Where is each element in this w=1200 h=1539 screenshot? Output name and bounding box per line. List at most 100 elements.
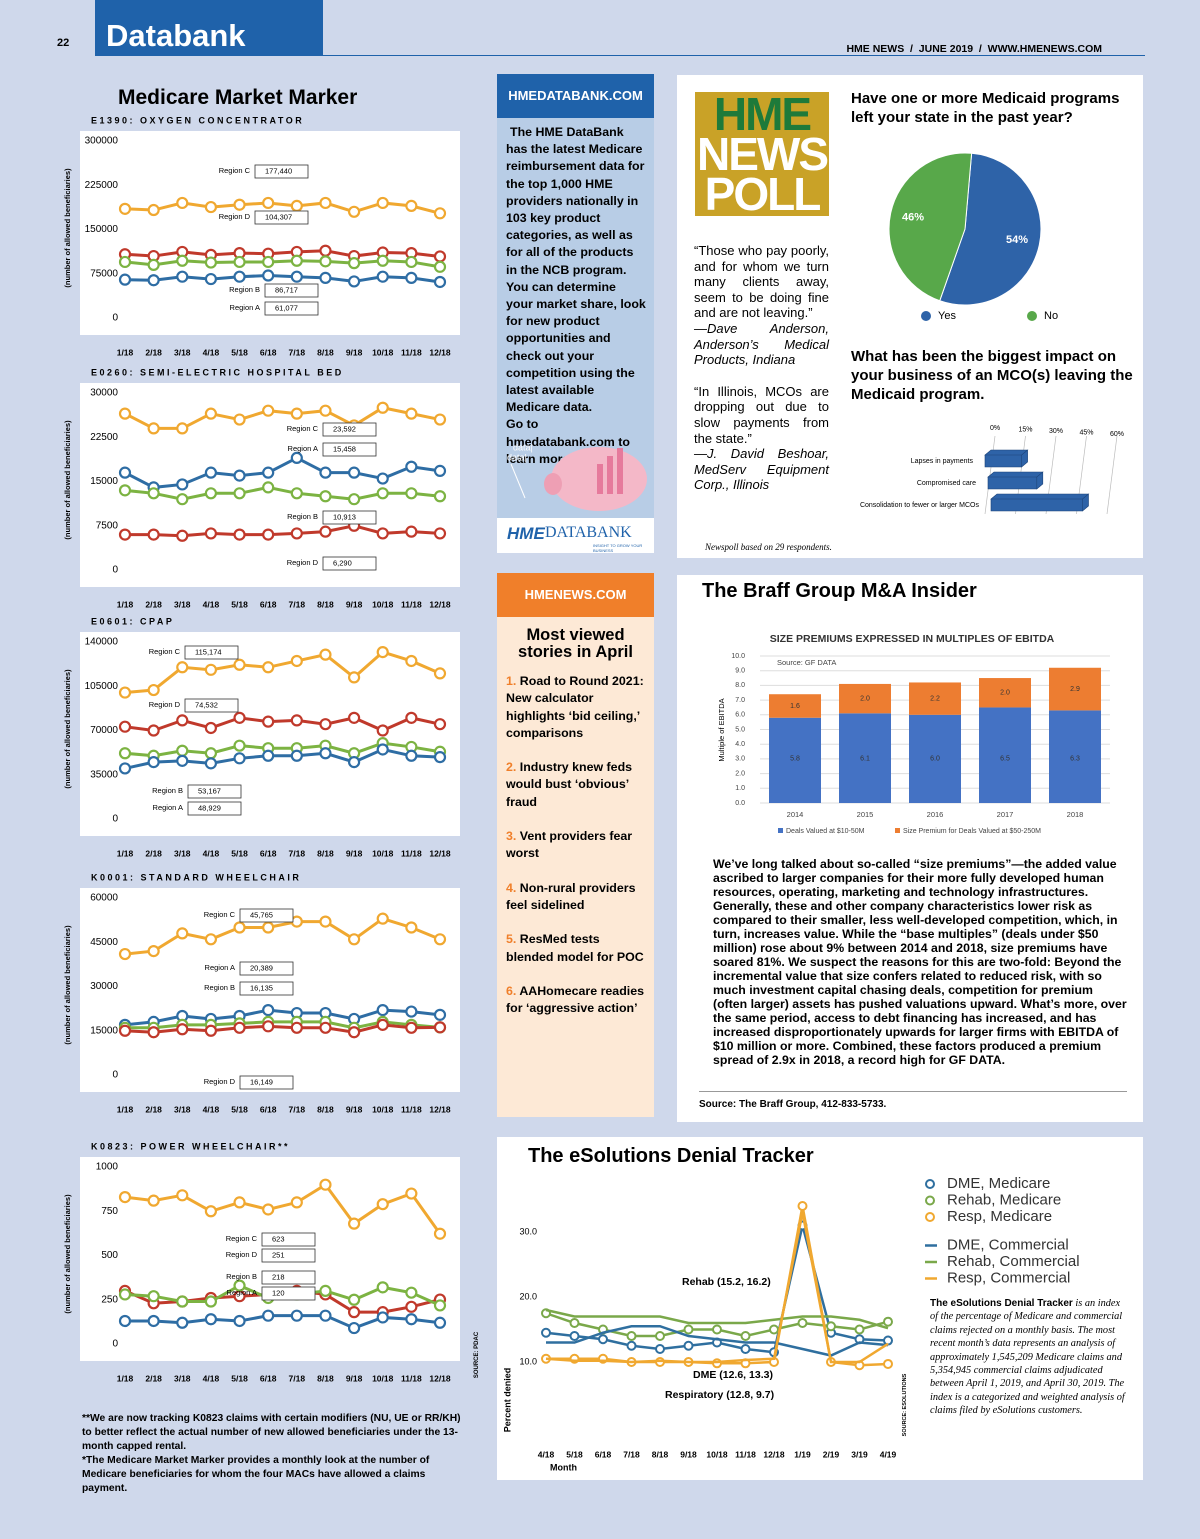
y-tick-label: 9.0: [735, 668, 745, 675]
page-number: 22: [57, 37, 70, 49]
marker: [290, 654, 303, 668]
story[interactable]: 1. Road to Round 2021: New calculator hi…: [506, 673, 644, 742]
story[interactable]: 4. Non-rural providers feel sidelined: [506, 880, 644, 915]
marker: [118, 747, 132, 760]
marker: [262, 661, 275, 674]
marker: [376, 743, 389, 756]
chart: SIZE PREMIUMS EXPRESSED IN MULTIPLES OF …: [717, 633, 1110, 835]
annotation-box: [261, 1248, 316, 1263]
value-label: 2.2: [930, 695, 940, 702]
x-tick-label: 1/19: [794, 1449, 811, 1459]
x-tick-label: 11/18: [401, 347, 422, 357]
marker: [376, 912, 389, 925]
story[interactable]: 6. AAHomecare readies for ‘aggressive ac…: [506, 983, 644, 1018]
slice-label: 54%: [1006, 234, 1028, 246]
marker: [569, 1318, 580, 1328]
box-heading: HMENEWS.COM: [497, 573, 654, 617]
marker: [376, 1018, 389, 1031]
marker: [319, 196, 332, 210]
x-tick-label: 45%: [1079, 429, 1093, 436]
annotation-name: Region B: [226, 1272, 257, 1281]
annotation-value: 120: [272, 1288, 285, 1297]
x-tick-label: 5/18: [231, 1104, 248, 1114]
bar-segment: [909, 714, 961, 803]
marker: [290, 1021, 303, 1034]
marker: [347, 493, 361, 506]
annotation-name: Region B: [152, 786, 183, 795]
chart-title: E0601: CPAP: [91, 616, 174, 626]
logo-line: NEWS: [697, 128, 829, 180]
annotation-name: Region C: [226, 1234, 258, 1243]
marker: [147, 422, 160, 435]
y-tick-label: 0.0: [735, 800, 745, 807]
chart-title: K0823: POWER WHEELCHAIR**: [91, 1141, 290, 1151]
marker: [626, 1331, 637, 1341]
category-label: Compromised care: [917, 480, 976, 487]
annotation-value: 104,307: [265, 212, 292, 221]
x-tick-label: 7/18: [289, 599, 306, 609]
marker: [319, 718, 332, 731]
marker: [883, 1335, 893, 1346]
y-tick-label: 7.0: [735, 697, 745, 704]
marker: [290, 451, 303, 465]
story[interactable]: 3. Vent providers fear worst: [506, 828, 644, 863]
marker: [405, 711, 418, 724]
quotes: “Those who pay poorly, and for whom we t…: [694, 243, 829, 493]
story[interactable]: 5. ResMed tests blended model for POC: [506, 931, 644, 966]
x-tick-label: 3/19: [851, 1449, 868, 1459]
marker: [204, 721, 218, 735]
x-tick-label: 2016: [927, 810, 944, 819]
y-tick-label: 30000: [90, 981, 118, 992]
legend-swatch: [921, 311, 931, 321]
x-tick-label: 9/18: [346, 1373, 363, 1383]
annotation-value: 623: [272, 1234, 285, 1243]
marker: [433, 464, 447, 477]
marker: [147, 274, 160, 287]
y-tick-label: 20.0: [519, 1291, 537, 1301]
legend-label: Rehab, Commercial: [947, 1253, 1080, 1270]
marker: [233, 255, 246, 269]
marker: [262, 269, 275, 282]
y-tick-label: 105000: [85, 681, 119, 692]
category-label: Consolidation to fewer or larger MCOs: [860, 502, 980, 509]
x-tick-label: 10/18: [372, 1104, 394, 1114]
x-tick-label: 1/18: [117, 848, 134, 858]
marker: [204, 256, 218, 269]
x-tick-label: 2/19: [823, 1449, 840, 1459]
masthead: HME NEWS / JUNE 2019 / WWW.HMENEWS.COM: [846, 43, 1102, 55]
marker: [376, 1004, 389, 1017]
marker: [347, 1026, 361, 1039]
marker: [433, 260, 447, 273]
marker: [405, 1313, 418, 1326]
marker: [433, 207, 447, 220]
marker: [176, 254, 189, 267]
marker: [147, 1026, 160, 1039]
x-tick-label: 1/18: [117, 1373, 134, 1383]
story-number: 5.: [506, 932, 517, 947]
story-title: Road to Round 2021: New calculator highl…: [506, 674, 644, 740]
legend-label: Resp, Commercial: [947, 1269, 1070, 1286]
x-tick-label: 3/18: [174, 347, 191, 357]
marker: [405, 1005, 418, 1018]
annotation-value: 23,592: [333, 424, 356, 433]
tracker-note-text: is an index of the percentage of Medicar…: [930, 1298, 1125, 1417]
story[interactable]: 2. Industry knew feds would bust ‘obviou…: [506, 759, 644, 811]
marker: [433, 1316, 447, 1329]
marker: [176, 744, 189, 757]
marker: [319, 490, 332, 503]
hmenews-box: HMENEWS.COM Most viewed stories in April…: [497, 573, 654, 1117]
marker: [176, 661, 189, 674]
marker: [176, 529, 189, 542]
marker: [433, 1227, 447, 1240]
marker: [233, 528, 246, 541]
pointer: [510, 463, 526, 499]
story-title: Industry knew feds would bust ‘obvious’ …: [506, 760, 633, 809]
box-title: Most viewed stories in April: [518, 626, 633, 661]
y-axis-label: (number of allowed beneficiaries): [63, 925, 72, 1045]
x-tick-label: 2017: [997, 810, 1014, 819]
section-title: Databank: [106, 18, 246, 53]
marker: [433, 1021, 447, 1034]
marker: [319, 271, 332, 284]
y-tick-label: 5.0: [735, 726, 745, 733]
